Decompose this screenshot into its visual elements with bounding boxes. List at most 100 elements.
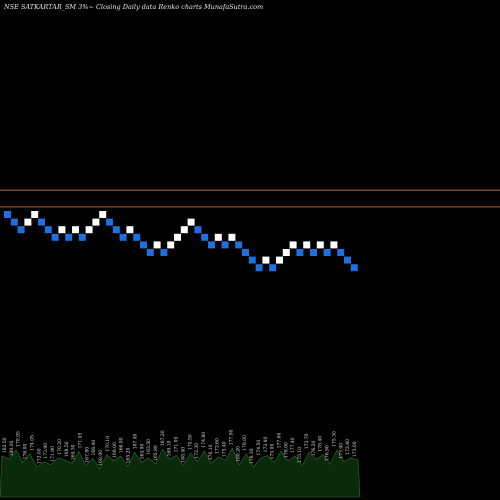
up-brick — [99, 211, 107, 218]
volume-label: 173.90 — [338, 443, 344, 459]
up-brick — [262, 256, 270, 264]
up-brick — [72, 226, 79, 234]
volume-label: 176.10 — [208, 444, 214, 460]
up-brick — [276, 256, 283, 264]
down-brick — [242, 249, 249, 256]
volume-label: 165.90 — [153, 445, 159, 461]
down-brick — [78, 233, 86, 241]
volume-label: 172.30 — [194, 443, 200, 459]
up-brick — [289, 241, 297, 249]
volume-label: 171.05 — [78, 433, 84, 449]
up-brick — [214, 233, 222, 241]
up-brick — [24, 218, 32, 226]
volume-label: 176.90 — [325, 445, 331, 461]
volume-label: 168.40 — [180, 447, 186, 463]
down-brick — [17, 226, 25, 234]
down-brick — [208, 241, 215, 249]
down-brick — [235, 241, 243, 249]
renko-bricks — [4, 211, 358, 272]
volume-label: 173.60 — [215, 438, 221, 454]
volume-label: 176.20 — [311, 440, 317, 456]
down-brick — [10, 218, 18, 226]
volume-label: 171.00 — [174, 437, 180, 453]
volume-label: 170.10 — [105, 436, 111, 452]
down-brick — [350, 264, 358, 272]
volume-label: 171.80 — [50, 446, 56, 462]
volume-label: 165.20 — [126, 448, 132, 464]
down-brick — [44, 226, 52, 234]
down-brick — [146, 249, 154, 256]
volume-label: 172.80 — [263, 437, 269, 453]
up-brick — [31, 211, 39, 218]
up-brick — [167, 241, 175, 249]
down-brick — [51, 233, 59, 241]
volume-label: 166.40 — [91, 440, 97, 456]
volume-label: 174.50 — [256, 440, 262, 456]
down-brick — [4, 211, 11, 218]
volume-label: 167.80 — [84, 447, 90, 463]
up-brick — [126, 226, 134, 234]
down-brick — [133, 233, 141, 241]
up-brick — [282, 249, 290, 256]
down-brick — [337, 249, 345, 256]
volume-label: 179.90 — [283, 442, 289, 458]
volume-label: 177.60 — [277, 433, 283, 449]
down-brick — [221, 241, 229, 249]
down-brick — [201, 233, 209, 241]
volume-label: 175.10 — [297, 447, 303, 463]
down-brick — [119, 233, 127, 241]
up-brick — [303, 241, 311, 249]
down-brick — [160, 249, 168, 256]
volume-label: 172.60 — [345, 439, 351, 455]
volume-label: 177.40 — [290, 437, 296, 453]
up-brick — [228, 233, 236, 241]
up-brick — [330, 241, 338, 249]
volume-label: 180.20 — [235, 446, 241, 462]
volume-label: 182.50 — [2, 437, 8, 453]
down-brick — [296, 249, 304, 256]
volume-label: 174.80 — [201, 432, 207, 448]
down-brick — [269, 264, 277, 272]
volume-label: 175.00 — [270, 444, 276, 460]
volume-label: 173.70 — [304, 433, 310, 449]
down-brick — [65, 233, 73, 241]
down-brick — [255, 264, 263, 272]
reference-lines — [0, 189, 500, 208]
volume-label: 170.20 — [57, 439, 63, 455]
down-brick — [112, 226, 120, 234]
volume-label: 166.80 — [119, 437, 125, 453]
volume-label: 177.90 — [229, 429, 235, 445]
down-brick — [248, 256, 256, 264]
volume-label: 178.00 — [242, 435, 248, 451]
volume-label: 178.95 — [16, 431, 22, 447]
volume-label: 174.05 — [30, 435, 36, 451]
down-brick — [140, 241, 147, 249]
down-brick — [310, 249, 317, 256]
volume-label: 169.30 — [71, 444, 77, 460]
volume-label: 176.30 — [249, 448, 255, 464]
volume-label: 170.50 — [187, 434, 193, 450]
down-brick — [344, 256, 351, 264]
volume-area — [0, 447, 361, 498]
volume-label: 176.00 — [23, 444, 29, 460]
up-brick — [85, 226, 93, 234]
up-brick — [174, 233, 181, 241]
volume-label: 172.00 — [36, 448, 42, 464]
volume-label: 164.90 — [139, 444, 145, 460]
volume-label: 168.00 — [98, 450, 104, 466]
volume-label: 175.40 — [222, 441, 228, 457]
up-brick — [92, 218, 100, 226]
up-brick — [316, 241, 324, 249]
chart-title: NSE SATKARTAR_SM 3%~ Closing Daily data … — [3, 3, 263, 11]
down-brick — [38, 218, 45, 226]
volume-label: 167.20 — [160, 430, 166, 446]
volume-label: 180.00 — [9, 440, 15, 456]
volume-label: 173.00 — [352, 441, 358, 457]
volume-label: 178.40 — [318, 436, 324, 452]
volume-label: 168.50 — [64, 441, 70, 457]
up-brick — [58, 226, 66, 234]
up-brick — [153, 241, 161, 249]
